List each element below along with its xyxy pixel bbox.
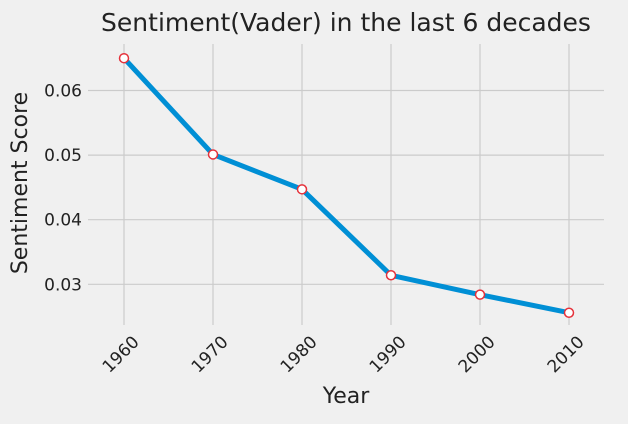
y-axis-label: Sentiment Score <box>8 92 33 274</box>
y-tick-label: 0.04 <box>44 211 82 231</box>
x-tick-label: 1980 <box>277 332 322 377</box>
y-tick-label: 0.03 <box>44 275 82 295</box>
x-tick-label: 1960 <box>99 332 144 377</box>
x-tick-label: 1970 <box>188 332 233 377</box>
x-tick-label: 1990 <box>366 332 411 377</box>
series-layer <box>118 52 575 318</box>
y-tick-labels: 0.03 0.04 0.05 0.06 <box>44 82 82 296</box>
y-tick-label: 0.05 <box>44 146 82 166</box>
chart-title: Sentiment(Vader) in the last 6 decades <box>101 8 591 37</box>
data-point-2000 <box>474 289 486 300</box>
data-point-1990 <box>385 270 397 281</box>
x-axis-label: Year <box>322 384 371 409</box>
grid-layer <box>88 44 604 325</box>
data-point-1980 <box>296 184 308 195</box>
data-point-2010 <box>563 307 575 318</box>
x-tick-label: 2010 <box>544 332 589 377</box>
data-point-1970 <box>207 149 219 160</box>
data-point-1960 <box>118 52 130 64</box>
series-line <box>121 55 572 316</box>
x-tick-label: 2000 <box>455 332 500 377</box>
x-tick-labels: 1960 1970 1980 1990 2000 2010 <box>99 332 589 377</box>
y-tick-label: 0.06 <box>44 82 82 102</box>
